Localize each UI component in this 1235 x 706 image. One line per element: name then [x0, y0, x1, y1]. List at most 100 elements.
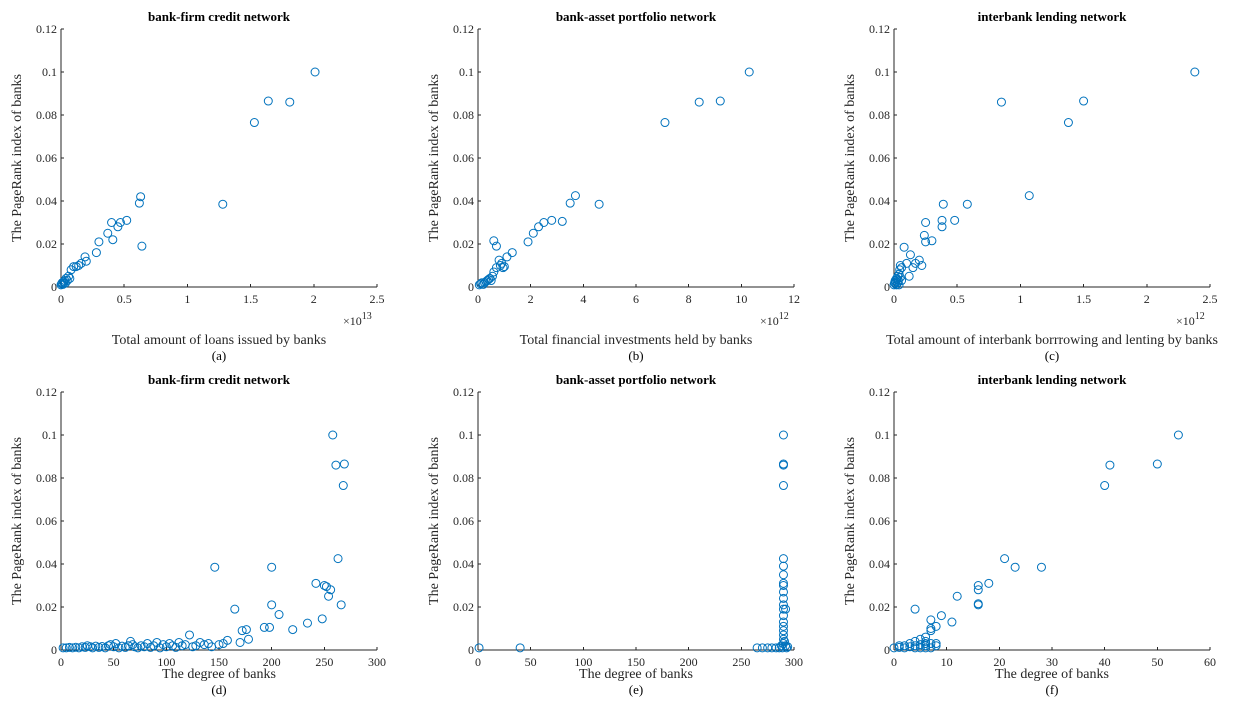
y-tick-label: 0.12	[869, 22, 890, 36]
x-tick-label: 1.5	[243, 292, 258, 306]
data-point	[65, 273, 75, 283]
data-point	[904, 271, 914, 281]
data-point	[235, 637, 245, 647]
x-tick-label: 40	[1099, 655, 1111, 669]
x-tick-label: 6	[633, 292, 639, 306]
y-tick-label: 0	[884, 643, 890, 657]
y-tick-label: 0.12	[869, 385, 890, 399]
y-axis-label: The PageRank index of banks	[427, 437, 442, 605]
data-point	[778, 430, 788, 440]
data-point	[921, 218, 931, 227]
data-point	[905, 642, 915, 652]
data-point	[274, 610, 284, 620]
data-point	[778, 581, 788, 590]
x-tick-label: 200	[263, 655, 281, 669]
data-point	[502, 252, 512, 262]
data-point	[265, 622, 275, 632]
data-point	[113, 222, 123, 232]
data-point	[914, 255, 924, 265]
data-point	[565, 198, 575, 208]
x-tick-label: 2	[1144, 292, 1150, 306]
chart-title: interbank lending network	[978, 9, 1128, 24]
data-point	[61, 643, 71, 653]
data-point	[136, 192, 146, 202]
data-point	[660, 118, 670, 128]
y-tick-label: 0	[468, 643, 474, 657]
x-tick-label: 200	[680, 655, 698, 669]
x-tick-label: 8	[686, 292, 692, 306]
x-tick-label: 1.5	[1076, 292, 1091, 306]
y-tick-label: 0.04	[36, 557, 57, 571]
data-point	[241, 625, 251, 635]
data-point	[931, 621, 941, 631]
data-point	[161, 642, 171, 652]
data-point	[203, 639, 213, 649]
data-point	[897, 276, 907, 286]
data-point	[497, 258, 507, 268]
data-point	[64, 271, 74, 281]
data-point	[889, 643, 899, 653]
data-point	[926, 639, 936, 649]
x-tick-label: 300	[368, 655, 386, 669]
data-point	[996, 97, 1006, 107]
data-point	[910, 636, 920, 646]
x-tick-label: 0	[891, 292, 897, 306]
y-tick-label: 0	[51, 643, 57, 657]
x-axis-label: The degree of banks	[162, 667, 276, 682]
data-point	[937, 215, 947, 225]
data-point	[917, 261, 927, 270]
data-point	[1063, 118, 1073, 128]
data-point	[1190, 67, 1200, 77]
data-point	[952, 591, 962, 601]
data-point	[139, 642, 149, 652]
y-tick-label: 0.06	[453, 151, 474, 165]
data-point	[288, 625, 298, 635]
x-tick-label: 2	[528, 292, 534, 306]
data-point	[781, 604, 791, 614]
x-tick-label: 4	[580, 292, 586, 306]
y-axis-label: The PageRank index of banks	[843, 437, 858, 605]
data-point	[152, 637, 162, 647]
data-point	[984, 578, 994, 588]
y-tick-label: 0.02	[453, 600, 474, 614]
y-axis-label: The PageRank index of banks	[10, 74, 25, 242]
data-point	[134, 198, 144, 208]
data-point	[921, 632, 931, 642]
panel-c: 0 0.02 0.04 0.06 0.08 0.1 0.12 0 0.5 1 1.5 2 2.5 ×101…	[843, 9, 1218, 363]
data-point	[149, 641, 159, 651]
x-tick-label: 50	[108, 655, 120, 669]
data-point	[155, 643, 165, 653]
x-tick-label: 1	[1017, 292, 1023, 306]
x-tick-label: 2.5	[370, 292, 385, 306]
panel-f: 0 0.02 0.04 0.06 0.08 0.1 0.12 0 10 20 30 40 50 60 int…	[843, 372, 1216, 697]
data-point	[757, 643, 767, 653]
data-point	[973, 581, 983, 590]
data-point	[210, 562, 220, 572]
data-point	[892, 274, 902, 284]
data-point	[62, 276, 72, 286]
panel-e: 0 0.02 0.04 0.06 0.08 0.1 0.12 0 50 100 150 200 250 3…	[427, 372, 803, 697]
y-axis-label: The PageRank index of banks	[10, 437, 25, 605]
data-point	[962, 199, 972, 209]
x-tick-label: 250	[732, 655, 750, 669]
data-point	[894, 641, 904, 651]
y-tick-label: 0	[468, 280, 474, 294]
data-point	[539, 218, 549, 227]
x-tick-label: 50	[525, 655, 537, 669]
data-point	[1024, 191, 1034, 201]
data-point	[973, 599, 983, 609]
panel-caption: (e)	[629, 682, 643, 697]
x-axis-label: Total amount of interbank borrrowing and…	[886, 333, 1218, 348]
data-point	[778, 611, 788, 621]
data-point	[80, 252, 90, 262]
y-tick-label: 0.12	[36, 22, 57, 36]
y-tick-label: 0.04	[453, 557, 474, 571]
data-point	[902, 258, 912, 268]
data-point	[931, 639, 941, 649]
data-point	[333, 554, 343, 564]
data-point	[937, 222, 947, 232]
data-point	[910, 641, 920, 651]
x-tick-label: 0	[58, 292, 64, 306]
y-tick-label: 0.04	[869, 194, 890, 208]
